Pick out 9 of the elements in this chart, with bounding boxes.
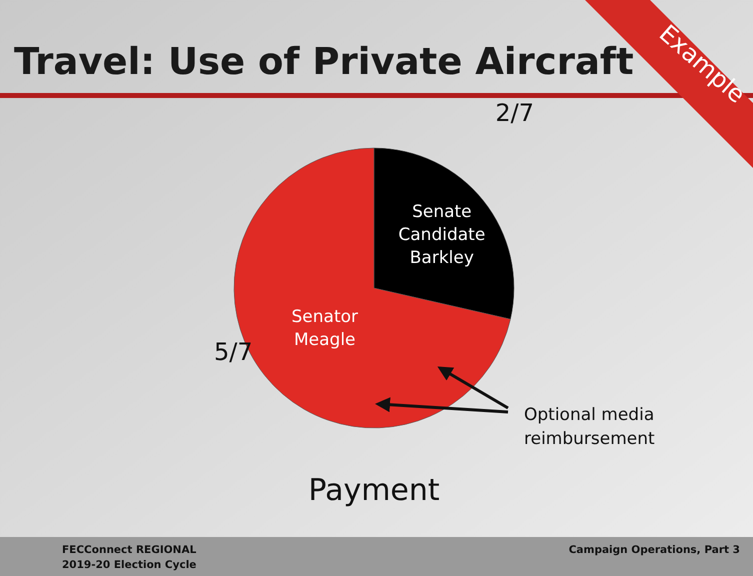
text: 2019-20 Election Cycle <box>62 559 196 571</box>
data-label: 2/7 <box>495 98 534 127</box>
slice-label: Senator Meagle <box>291 306 358 350</box>
text: FECConnect REGIONAL <box>62 544 197 556</box>
text: Optional media reimbursement <box>524 405 656 449</box>
text: Payment <box>308 473 440 508</box>
data-label: 5/7 <box>214 338 253 366</box>
slice-label: Senate Candidate Barkley <box>398 202 486 268</box>
text: Campaign Operations, Part 3 <box>568 544 740 556</box>
